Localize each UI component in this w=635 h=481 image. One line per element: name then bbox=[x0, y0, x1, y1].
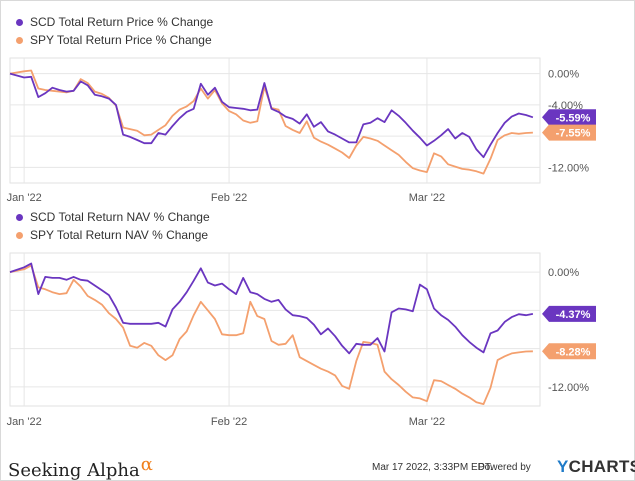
legend-item-spy-price[interactable]: SPY Total Return Price % Change bbox=[16, 31, 213, 49]
price-y-tick-label: -12.00% bbox=[548, 162, 589, 174]
timestamp: Mar 17 2022, 3:33PM EDT. bbox=[372, 462, 493, 473]
nav-end-tag bbox=[542, 305, 596, 322]
nav-end-value: -4.37% bbox=[556, 309, 591, 321]
legend-item-scd-nav[interactable]: SCD Total Return NAV % Change bbox=[16, 208, 210, 226]
nav-x-tick-label: Jan '22 bbox=[7, 416, 42, 428]
nav-series-spy-line bbox=[9, 264, 533, 406]
legend-dot-scd-nav bbox=[16, 213, 23, 221]
legend-label-spy-price: SPY Total Return Price % Change bbox=[30, 33, 212, 47]
nav-end-value: -8.28% bbox=[556, 346, 591, 358]
legend-dot-spy-nav bbox=[16, 231, 23, 239]
legend-item-spy-nav[interactable]: SPY Total Return NAV % Change bbox=[16, 226, 210, 244]
legend-top: SCD Total Return Price % Change SPY Tota… bbox=[16, 13, 213, 49]
legend-bottom: SCD Total Return NAV % Change SPY Total … bbox=[16, 208, 210, 244]
nav-x-tick-label: Mar '22 bbox=[409, 416, 445, 428]
legend-dot-scd-price bbox=[16, 18, 23, 26]
powered-by-label: Powered by bbox=[478, 462, 531, 473]
footer: Seeking Alphaα Mar 17 2022, 3:33PM EDT. … bbox=[0, 448, 635, 481]
nav-series-scd-line bbox=[9, 262, 534, 355]
ycharts-y: Y bbox=[557, 457, 569, 476]
price-y-tick-label: -4.00% bbox=[548, 100, 583, 112]
nav-plot-area bbox=[9, 252, 541, 407]
legend-label-scd-price: SCD Total Return Price % Change bbox=[30, 15, 214, 29]
price-x-tick-label: Feb '22 bbox=[211, 192, 247, 204]
nav-end-label-spy: -8.28% bbox=[542, 343, 596, 360]
legend-dot-spy-price bbox=[16, 36, 23, 44]
price-x-tick-label: Jan '22 bbox=[7, 192, 42, 204]
price-end-value: -5.59% bbox=[556, 112, 591, 124]
nav-y-tick-label: 0.00% bbox=[548, 267, 579, 279]
legend-label-spy-nav: SPY Total Return NAV % Change bbox=[30, 228, 209, 242]
nav-end-label-scd: -4.37% bbox=[542, 305, 596, 322]
price-series-spy-line bbox=[9, 69, 533, 175]
price-end-value: -7.55% bbox=[556, 128, 591, 140]
price-end-label-scd: -5.59% bbox=[542, 109, 596, 126]
nav-y-tick-label: -12.00% bbox=[548, 382, 589, 394]
legend-item-scd-price[interactable]: SCD Total Return Price % Change bbox=[16, 13, 213, 31]
price-end-tag bbox=[542, 109, 596, 126]
alpha-mark: α bbox=[140, 454, 153, 475]
brand-text: Seeking Alpha bbox=[8, 460, 140, 481]
legend-label-scd-nav: SCD Total Return NAV % Change bbox=[30, 210, 210, 224]
ycharts-rest: CHARTS bbox=[568, 457, 635, 476]
price-x-tick-label: Mar '22 bbox=[409, 192, 445, 204]
nav-end-tag bbox=[542, 343, 596, 360]
seeking-alpha-logo[interactable]: Seeking Alphaα bbox=[8, 454, 153, 481]
price-end-label-spy: -7.55% bbox=[542, 124, 596, 141]
price-end-tag bbox=[542, 124, 596, 141]
ycharts-logo[interactable]: YCHARTS bbox=[557, 457, 635, 477]
price-plot-area bbox=[9, 57, 541, 184]
price-series-scd-line bbox=[9, 72, 534, 159]
nav-x-tick-label: Feb '22 bbox=[211, 416, 247, 428]
price-y-tick-label: 0.00% bbox=[548, 69, 579, 81]
